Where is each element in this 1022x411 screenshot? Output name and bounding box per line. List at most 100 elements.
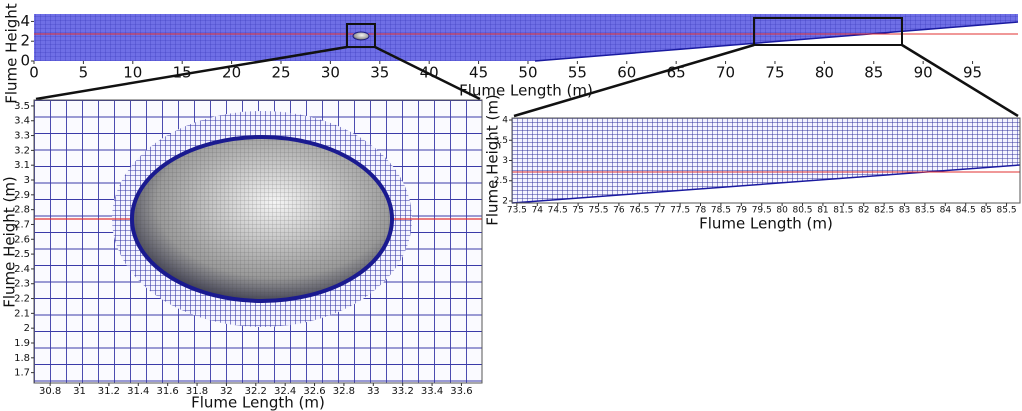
- x-tick-label: 32.6: [303, 386, 325, 397]
- y-axis-label: Flume Height (m): [3, 0, 21, 104]
- x-tick-label: 30.8: [39, 386, 61, 397]
- x-tick-label: 81: [817, 206, 828, 216]
- y-axis-label: Flume Height (m): [484, 94, 502, 226]
- x-tick-label: 20: [222, 64, 241, 82]
- y-tick-label: 2.5: [494, 176, 508, 186]
- y-tick-label: 3: [502, 156, 508, 166]
- bed-line: [511, 164, 1021, 204]
- y-tick-label: 4: [20, 12, 30, 30]
- y-tick-label: 0: [20, 52, 30, 70]
- x-tick-label: 76: [613, 206, 625, 216]
- x-tick-label: 25: [271, 64, 290, 82]
- x-tick-label: 33.6: [450, 386, 472, 397]
- x-tick-label: 31.4: [127, 386, 149, 397]
- y-tick-label: 1.8: [14, 353, 30, 364]
- x-tick-label: 33.4: [421, 386, 443, 397]
- frame: [33, 99, 483, 384]
- x-tick-label: 31.2: [98, 386, 120, 397]
- y-tick-label: 2.4: [14, 264, 30, 275]
- y-tick-label: 3.1: [14, 160, 30, 171]
- x-tick-label: 60: [617, 64, 636, 82]
- x-tick-label: 0: [29, 64, 39, 82]
- connector: [35, 45, 348, 101]
- body-mesh: [134, 139, 390, 299]
- x-tick-label: 90: [914, 64, 933, 82]
- x-tick-label: 76.5: [629, 206, 649, 216]
- x-tick-label: 95: [963, 64, 982, 82]
- x-tick-label: 83: [899, 206, 910, 216]
- x-tick-label: 65: [667, 64, 686, 82]
- x-tick-label: 80: [815, 64, 834, 82]
- x-tick-label: 5: [79, 64, 89, 82]
- x-tick-label: 32.2: [245, 386, 267, 397]
- y-tick-label: 2.3: [14, 279, 30, 290]
- y-tick-label: 2.2: [14, 294, 30, 305]
- x-axis-label: Flume Length (m): [699, 215, 833, 233]
- x-tick-label: 74: [532, 206, 544, 216]
- x-axis-label: Flume Length (m): [459, 82, 593, 100]
- y-tick-label: 2: [502, 196, 508, 206]
- y-tick-label: 2.1: [14, 308, 30, 319]
- x-tick-label: 32: [220, 386, 233, 397]
- bed-line: [534, 21, 1019, 62]
- x-tick-label: 40: [420, 64, 439, 82]
- y-tick-label: 3.2: [14, 145, 30, 156]
- y-tick-label: 3.3: [14, 131, 30, 142]
- x-tick-label: 74.5: [548, 206, 568, 216]
- y-tick-label: 2: [24, 323, 30, 334]
- x-axis-label: Flume Length (m): [191, 394, 325, 411]
- x-tick-label: 85: [864, 64, 883, 82]
- x-tick-label: 33.2: [392, 386, 414, 397]
- y-tick-label: 2.9: [14, 190, 30, 201]
- y-tick-label: 2.5: [14, 249, 30, 260]
- x-tick-label: 73.5: [507, 206, 527, 216]
- x-tick-label: 78.5: [711, 206, 731, 216]
- x-tick-label: 79: [736, 206, 748, 216]
- x-tick-label: 77.5: [670, 206, 690, 216]
- connector: [901, 43, 1019, 118]
- x-tick-label: 82: [858, 206, 869, 216]
- x-tick-label: 75.5: [588, 206, 608, 216]
- connector: [513, 43, 755, 118]
- x-tick-label: 85: [980, 206, 991, 216]
- y-tick-label: 4: [502, 116, 508, 126]
- x-tick-label: 45: [469, 64, 488, 82]
- connector: [374, 45, 481, 101]
- x-tick-label: 80: [776, 206, 788, 216]
- x-tick-label: 31.8: [186, 386, 208, 397]
- y-tick-label: 2.6: [14, 234, 30, 245]
- x-tick-label: 30: [321, 64, 340, 82]
- x-tick-label: 80.5: [792, 206, 812, 216]
- x-tick-label: 33: [367, 386, 380, 397]
- x-tick-label: 78: [695, 206, 707, 216]
- y-tick-label: 1.7: [14, 368, 30, 379]
- zoom-box: [753, 17, 903, 46]
- y-tick-label: 2.7: [14, 219, 30, 230]
- x-tick-label: 50: [518, 64, 537, 82]
- x-tick-label: 85.5: [997, 206, 1017, 216]
- y-tick-label: 3: [24, 175, 30, 186]
- x-tick-label: 15: [173, 64, 192, 82]
- x-tick-label: 35: [370, 64, 389, 82]
- x-tick-label: 82.5: [874, 206, 894, 216]
- zoom-box: [346, 23, 376, 48]
- x-tick-label: 10: [123, 64, 142, 82]
- x-tick-label: 84.5: [956, 206, 976, 216]
- x-tick-label: 32.4: [274, 386, 296, 397]
- x-tick-label: 31.6: [157, 386, 179, 397]
- x-tick-label: 84: [940, 206, 952, 216]
- x-tick-label: 77: [654, 206, 665, 216]
- y-tick-label: 3.4: [14, 116, 30, 127]
- y-tick-label: 3.5: [494, 136, 508, 146]
- x-tick-label: 70: [716, 64, 735, 82]
- x-tick-label: 55: [568, 64, 587, 82]
- x-tick-label: 83.5: [915, 206, 935, 216]
- x-tick-label: 31: [73, 386, 86, 397]
- body: [352, 31, 370, 41]
- y-axis-label: Flume Height (m): [1, 176, 19, 308]
- y-tick-label: 2.8: [14, 205, 30, 216]
- x-tick-label: 75: [765, 64, 784, 82]
- x-tick-label: 75: [572, 206, 583, 216]
- x-tick-label: 32.8: [333, 386, 355, 397]
